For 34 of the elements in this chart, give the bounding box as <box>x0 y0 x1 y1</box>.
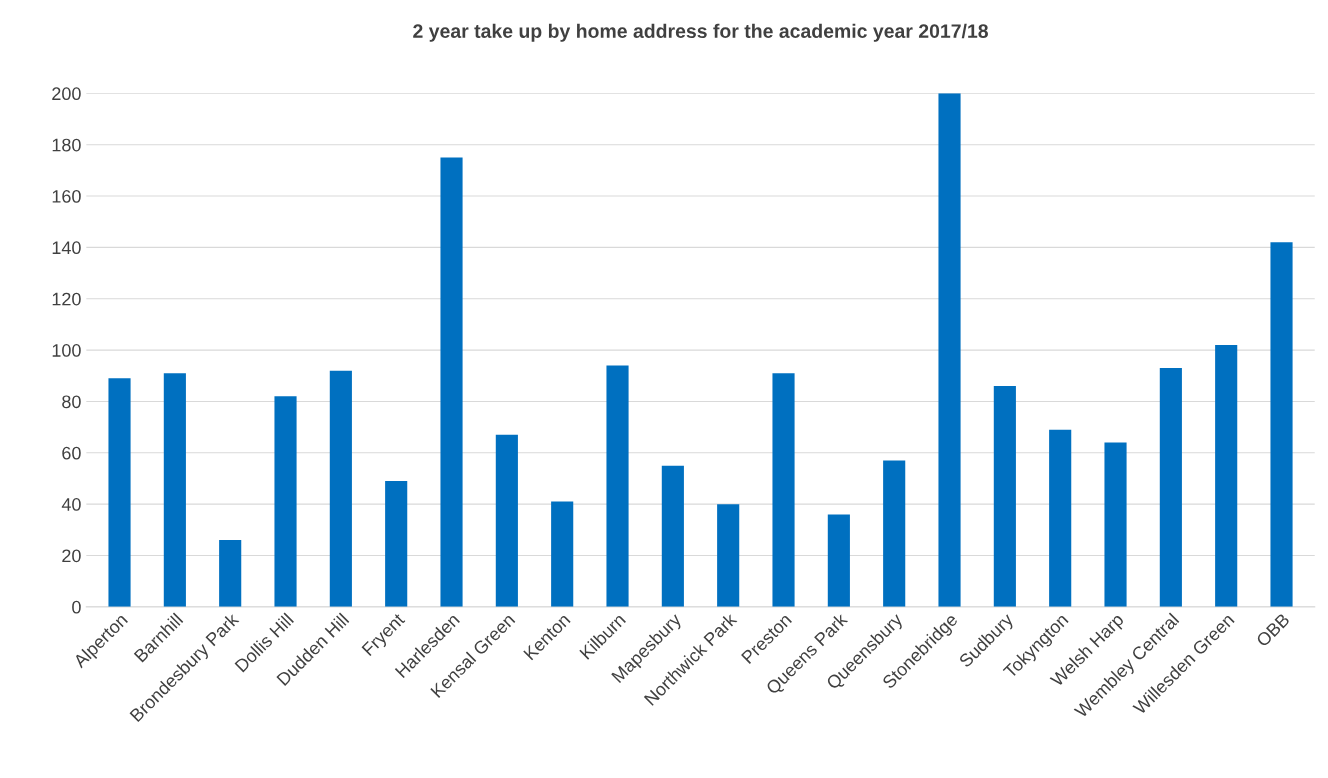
y-tick-label: 120 <box>52 292 81 306</box>
bar <box>883 460 906 607</box>
y-tick-label: 0 <box>72 600 81 614</box>
bar <box>772 373 795 607</box>
y-tick-label: 180 <box>52 138 81 152</box>
bar <box>163 373 186 607</box>
bar <box>1215 344 1238 607</box>
bar <box>827 514 850 607</box>
y-tick-label: 160 <box>52 189 81 203</box>
bar <box>108 378 131 607</box>
bar <box>495 434 518 607</box>
bar <box>385 481 408 607</box>
y-tick-label: 40 <box>61 498 81 511</box>
bar <box>717 504 740 607</box>
bar <box>551 501 574 607</box>
bar <box>1104 442 1127 607</box>
bar <box>1049 429 1072 607</box>
bar <box>606 365 629 607</box>
y-tick-label: 80 <box>62 395 81 409</box>
bar <box>329 370 352 607</box>
y-tick-label: 60 <box>62 446 81 460</box>
bar <box>274 396 297 607</box>
bar <box>1159 368 1182 607</box>
bar <box>1270 242 1293 607</box>
bar <box>938 93 961 607</box>
y-tick-label: 100 <box>52 344 81 357</box>
bar <box>440 157 463 607</box>
chart-title: 2 year take up by home address for the academic year 2017/18 <box>413 23 988 42</box>
y-tick-label: 20 <box>62 549 81 563</box>
bar <box>661 465 684 607</box>
y-tick-label: 140 <box>52 241 81 255</box>
y-tick-label: 200 <box>52 87 81 101</box>
bar <box>993 386 1016 607</box>
bar <box>219 540 242 607</box>
